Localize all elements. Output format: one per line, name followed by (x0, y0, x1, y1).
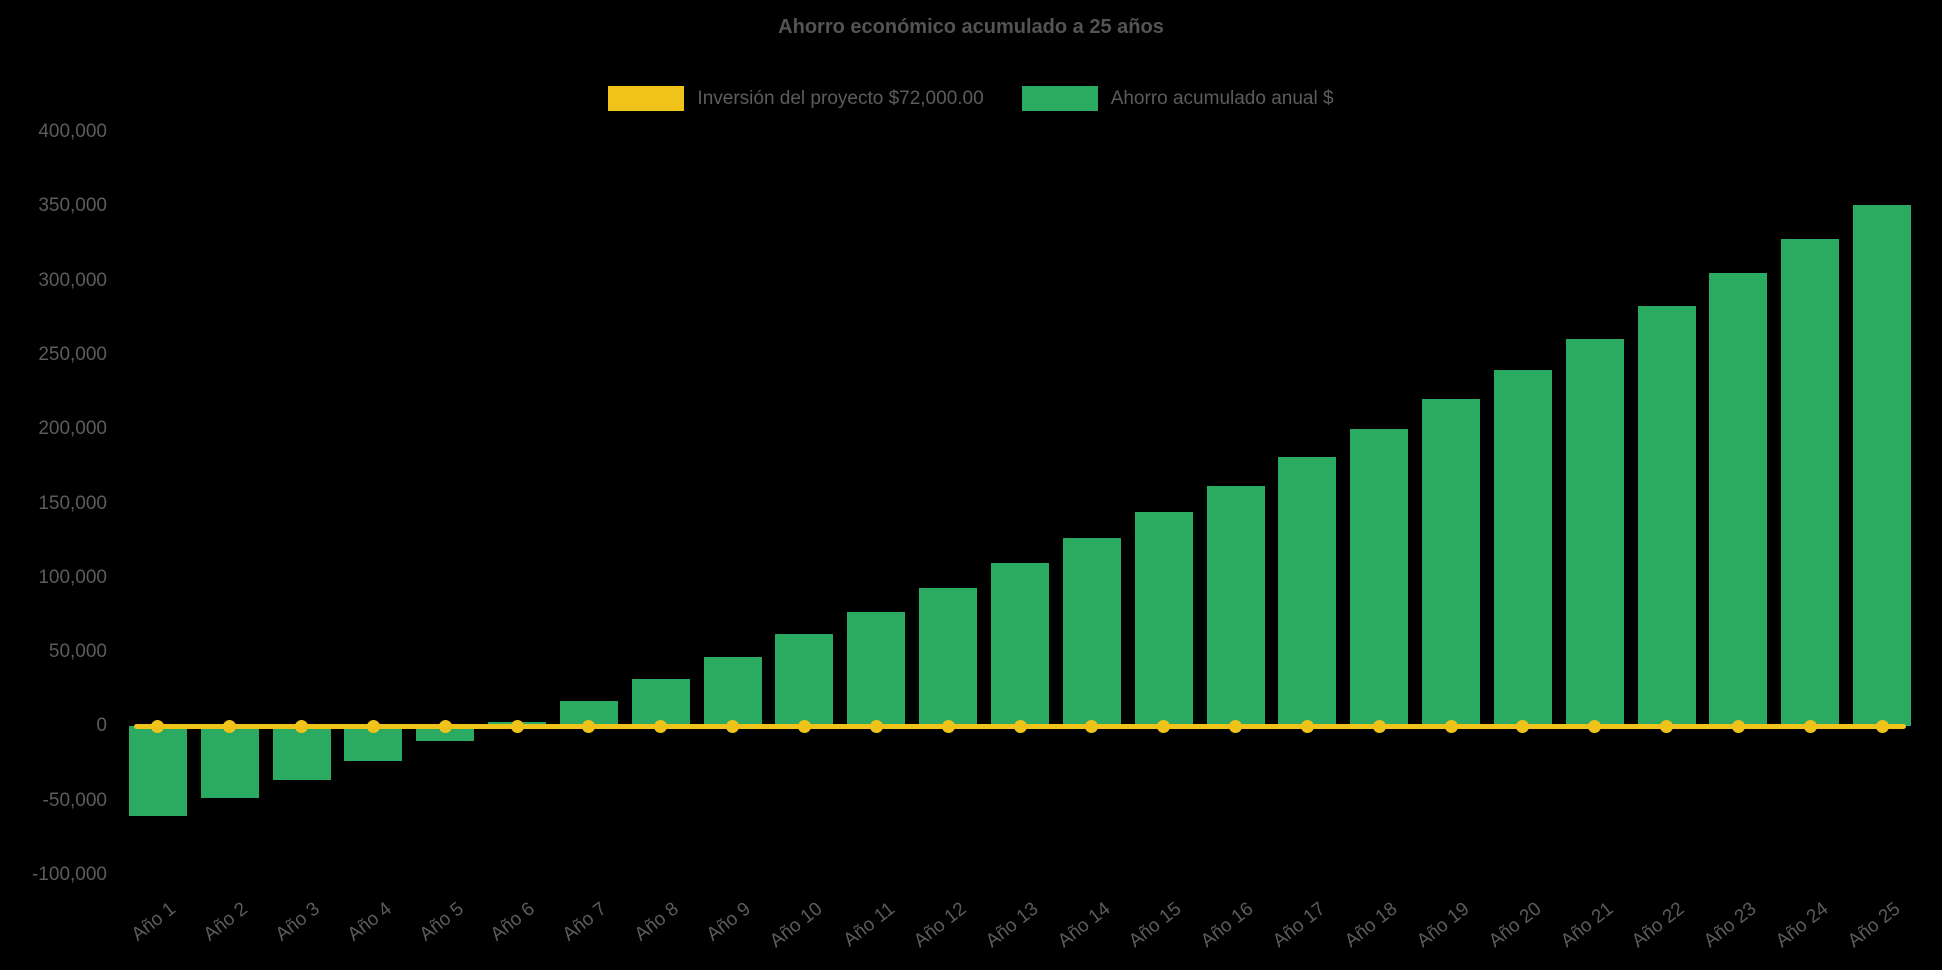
x-axis-category-label: Año 7 (559, 898, 612, 946)
x-axis-category-label: Año 11 (839, 898, 899, 952)
x-axis-category-label: Año 17 (1269, 898, 1330, 952)
x-axis-category-label: Año 15 (1125, 898, 1186, 952)
y-axis-tick-label: 0 (96, 715, 107, 737)
investment-line-marker (1013, 719, 1027, 733)
x-axis-category-label: Año 2 (199, 898, 252, 946)
bar-año-24 (1781, 238, 1840, 727)
investment-line-marker (366, 719, 380, 733)
bar-año-22 (1637, 305, 1696, 727)
bar-año-16 (1206, 485, 1265, 727)
y-axis-tick-label: 250,000 (38, 343, 107, 365)
x-axis-category-label: Año 9 (702, 898, 755, 946)
investment-line-marker (1875, 719, 1889, 733)
investment-line-marker (1660, 719, 1674, 733)
y-axis-tick-label: 100,000 (38, 566, 107, 588)
investment-line-marker (1731, 719, 1745, 733)
bar-año-5 (416, 726, 475, 742)
bar-año-9 (703, 656, 762, 727)
x-axis-category-label: Año 1 (128, 898, 181, 946)
bar-año-23 (1709, 273, 1768, 727)
x-axis-category-label: Año 5 (415, 898, 468, 946)
investment-line-marker (1300, 719, 1314, 733)
y-axis-tick-label: 200,000 (38, 418, 107, 440)
bar-año-19 (1422, 399, 1481, 727)
bar-año-8 (631, 678, 690, 727)
x-axis-category-label: Año 12 (909, 898, 971, 952)
legend-item-investment: Inversión del proyecto $72,000.00 (608, 86, 984, 111)
legend-swatch-investment (608, 86, 685, 111)
investment-line-marker (941, 719, 955, 733)
x-axis-category-label: Año 19 (1412, 898, 1474, 952)
investment-line-marker (223, 719, 237, 733)
bar-año-17 (1278, 457, 1337, 727)
bar-año-25 (1853, 204, 1912, 727)
x-axis-category-label: Año 24 (1772, 898, 1833, 952)
y-axis-tick-label: -50,000 (42, 789, 107, 811)
investment-line-marker (1444, 719, 1458, 733)
legend-swatch-savings (1021, 86, 1098, 111)
x-axis-category-label: Año 16 (1197, 898, 1258, 952)
bar-año-21 (1565, 338, 1624, 727)
x-axis-category-label: Año 21 (1556, 898, 1617, 952)
y-axis-tick-label: 400,000 (38, 121, 107, 142)
chart-title: Ahorro económico acumulado a 25 años (778, 16, 1164, 38)
x-axis-category-label: Año 18 (1340, 898, 1402, 952)
investment-line-marker (1085, 719, 1099, 733)
x-axis-category-label: Año 8 (630, 898, 683, 946)
x-axis-category-label: Año 25 (1843, 898, 1905, 952)
investment-line-marker (1588, 719, 1602, 733)
investment-line-marker (797, 719, 811, 733)
investment-line-marker (1157, 719, 1171, 733)
investment-line-marker (295, 719, 309, 733)
x-axis-category-label: Año 6 (487, 898, 540, 946)
x-axis-category-label: Año 14 (1053, 898, 1115, 952)
y-axis-tick-label: 50,000 (48, 641, 107, 663)
bar-año-3 (272, 726, 331, 780)
investment-line-marker (654, 719, 668, 733)
bar-año-2 (200, 726, 259, 798)
x-axis-category-label: Año 13 (981, 898, 1043, 952)
legend-label-savings: Ahorro acumulado anual $ (1110, 87, 1334, 109)
bar-año-10 (775, 634, 834, 727)
investment-line-marker (1803, 719, 1817, 733)
x-axis-category-label: Año 20 (1484, 898, 1546, 952)
x-axis-category-label: Año 3 (271, 898, 324, 946)
investment-line-marker (869, 719, 883, 733)
investment-line-marker (726, 719, 740, 733)
bar-año-15 (1134, 512, 1193, 727)
legend-label-investment: Inversión del proyecto $72,000.00 (697, 87, 984, 109)
legend: Inversión del proyecto $72,000.00 Ahorro… (0, 86, 1942, 111)
x-axis-category-label: Año 22 (1628, 898, 1689, 952)
bar-año-18 (1350, 429, 1409, 727)
investment-line-marker (1516, 719, 1530, 733)
y-axis-tick-label: 150,000 (38, 492, 107, 514)
y-axis-tick-label: -100,000 (31, 864, 107, 885)
investment-line-marker (151, 719, 165, 733)
bar-año-11 (847, 611, 906, 727)
investment-line-marker (1229, 719, 1243, 733)
investment-line-marker (438, 719, 452, 733)
x-axis-category-label: Año 23 (1700, 898, 1761, 952)
legend-item-savings: Ahorro acumulado anual $ (1021, 86, 1334, 111)
investment-line-marker (510, 719, 524, 733)
y-axis-tick-label: 300,000 (38, 269, 107, 291)
x-axis-category-label: Año 4 (343, 898, 396, 946)
bar-año-20 (1493, 369, 1552, 727)
bar-año-13 (991, 562, 1049, 727)
bar-año-1 (128, 726, 187, 816)
investment-line-marker (1372, 719, 1386, 733)
investment-line-marker (582, 719, 596, 733)
y-axis-tick-label: 350,000 (38, 195, 107, 217)
x-axis-category-label: Año 10 (766, 898, 827, 952)
bar-año-14 (1062, 537, 1121, 727)
bar-año-12 (919, 588, 978, 727)
